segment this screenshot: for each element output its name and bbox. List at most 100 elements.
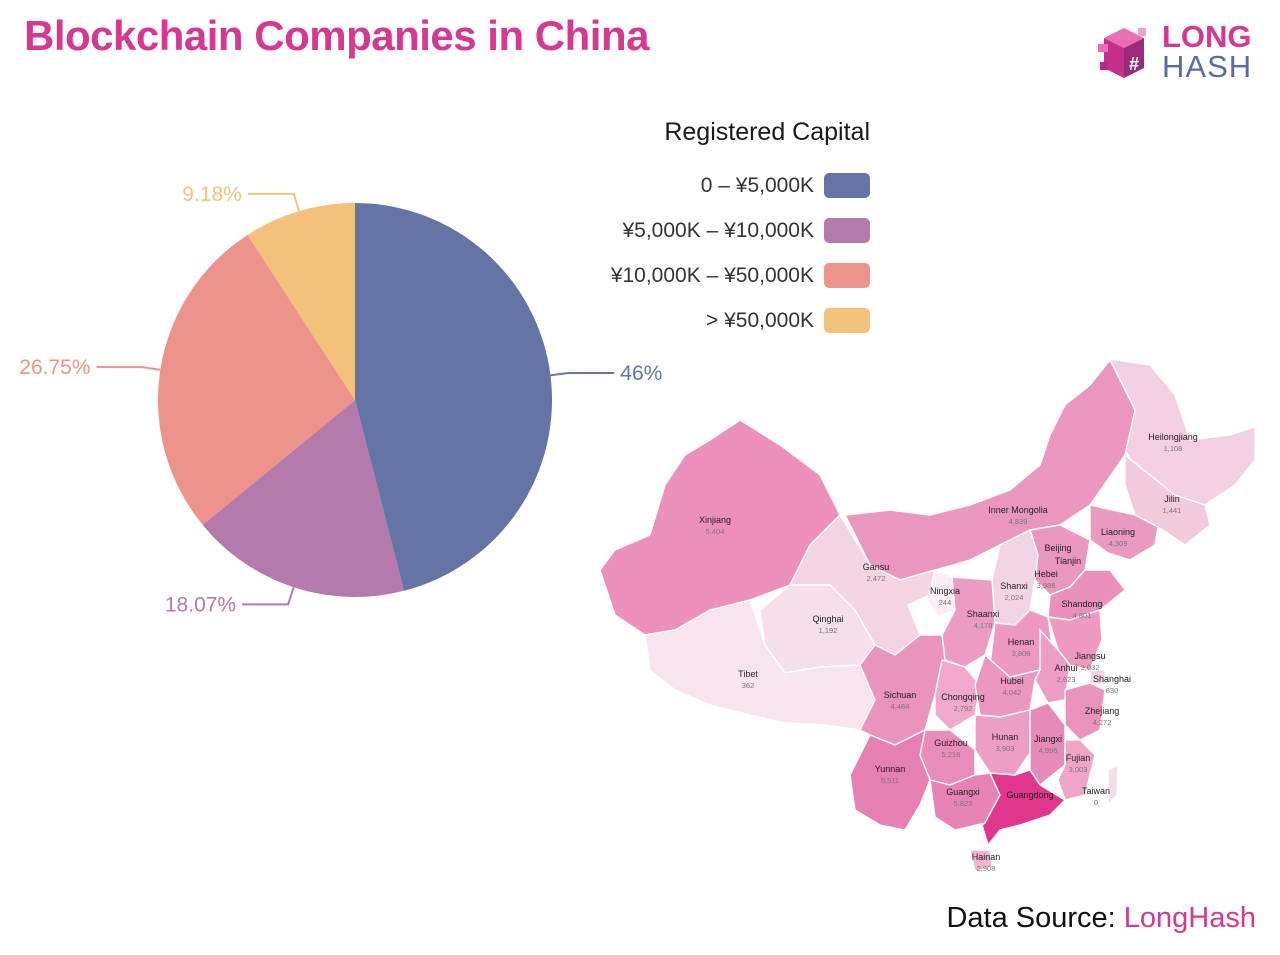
province-value: 4,042 xyxy=(1003,688,1022,697)
legend-label: ¥5,000K – ¥10,000K xyxy=(622,218,814,242)
region-yunnan xyxy=(849,728,931,831)
province-value: 4,996 xyxy=(1039,746,1058,755)
province-label: Hebei xyxy=(1034,569,1058,579)
map-labels: Heilongjiang 1,108 Jilin 1,441 Liaoning 4,309… xyxy=(699,432,1198,873)
pie-slice xyxy=(355,203,552,591)
cube-logo-icon: # xyxy=(1098,28,1146,78)
province-label: Shaanxi xyxy=(967,609,1000,619)
province-value: 3,808 xyxy=(1012,649,1031,658)
chart-title: Blockchain Companies in China xyxy=(24,12,649,59)
legend-label: ¥10,000K – ¥50,000K xyxy=(610,263,814,287)
map-regions xyxy=(599,358,1256,872)
province-label: Jilin xyxy=(1164,494,1180,504)
region-taiwan xyxy=(1107,763,1119,807)
province-value: 4,178 xyxy=(974,621,993,630)
province-value: 2,024 xyxy=(1005,593,1024,602)
legend-title: Registered Capital xyxy=(664,118,870,146)
province-value: 244 xyxy=(939,598,952,607)
legend-swatch xyxy=(824,173,870,198)
logo-line-2: HASH xyxy=(1162,49,1253,84)
province-value: 2,792 xyxy=(954,704,973,713)
province-label: Xinjiang xyxy=(699,515,731,525)
province-value: 1,108 xyxy=(1164,444,1183,453)
province-value: 1,192 xyxy=(819,626,838,635)
legend-label: 0 – ¥5,000K xyxy=(700,173,814,197)
pie-slice xyxy=(247,203,355,400)
province-label: Fujian xyxy=(1066,753,1091,763)
region-chongqing xyxy=(934,659,981,731)
region-jiangxi xyxy=(1029,702,1066,787)
province-value: 362 xyxy=(742,681,755,690)
legend-item: ¥10,000K – ¥50,000K xyxy=(611,253,870,298)
pie-data-label: 46% xyxy=(620,362,662,385)
province-label: Sichuan xyxy=(884,690,917,700)
province-label: Liaoning xyxy=(1101,527,1135,537)
province-label: Jiangxi xyxy=(1034,734,1062,744)
province-value: 2,472 xyxy=(867,574,886,583)
china-map: Heilongjiang 1,108 Jilin 1,441 Liaoning 4,309… xyxy=(599,358,1256,873)
province-label: Hubei xyxy=(1000,676,1024,686)
pie-data-label: 26.75% xyxy=(19,356,90,379)
pie-leader-line xyxy=(550,372,615,377)
pie-leader-line xyxy=(247,192,300,212)
province-label: Guizhou xyxy=(934,738,968,748)
province-value: 3,903 xyxy=(996,744,1015,753)
svg-text:#: # xyxy=(1129,54,1139,74)
region-hunan xyxy=(974,709,1033,776)
pie-slice xyxy=(202,400,404,597)
province-value: 4,839 xyxy=(1009,517,1028,526)
region-shanghai xyxy=(1089,669,1106,686)
province-label: Shandong xyxy=(1061,599,1102,609)
province-label: Inner Mongolia xyxy=(988,505,1048,515)
pie-slice xyxy=(158,234,355,525)
province-label: Guangxi xyxy=(946,787,980,797)
data-source: Data Source: LongHash xyxy=(946,902,1256,935)
region-jilin xyxy=(1124,453,1211,546)
province-label: Qinghai xyxy=(812,614,843,624)
province-label: Jiangsu xyxy=(1074,651,1105,661)
province-label: Yunnan xyxy=(875,764,906,774)
province-label: Anhui xyxy=(1054,663,1077,673)
province-label: Beijing xyxy=(1044,543,1071,553)
pie-leader-line xyxy=(96,366,161,371)
legend-item: ¥5,000K – ¥10,000K xyxy=(611,208,870,253)
province-label: Tianjin xyxy=(1055,556,1081,566)
province-value: 3,986 xyxy=(1037,581,1056,590)
legend-swatch xyxy=(824,263,870,288)
data-source-name: LongHash xyxy=(1123,902,1256,934)
pie-leader-line xyxy=(242,586,295,606)
chart-legend: Registered Capital 0 – ¥5,000K ¥5,000K – … xyxy=(611,118,870,343)
province-value: 5,216 xyxy=(942,750,961,759)
province-value: 3,003 xyxy=(1069,765,1088,774)
province-label: Tibet xyxy=(738,669,758,679)
province-value: 5,511 xyxy=(881,776,899,785)
province-value: 4,272 xyxy=(1093,718,1112,727)
province-value: 2,908 xyxy=(977,864,996,873)
province-value: 4,309 xyxy=(1109,539,1128,548)
province-value: 1,441 xyxy=(1163,506,1182,515)
pie-chart: 46% 18.07% 26.75% 9.18% xyxy=(19,183,662,616)
legend-item: > ¥50,000K xyxy=(611,298,870,343)
province-label: Henan xyxy=(1008,637,1035,647)
province-value: 3,032 xyxy=(1081,663,1100,672)
province-value: 4,801 xyxy=(1073,611,1092,620)
province-label: Zhejiang xyxy=(1085,706,1120,716)
province-value: 5,404 xyxy=(706,527,725,536)
region-guangdong xyxy=(981,769,1067,847)
province-label: Hunan xyxy=(992,732,1019,742)
province-label: Gansu xyxy=(863,562,890,572)
legend-swatch xyxy=(824,218,870,243)
province-value: 5,823 xyxy=(954,799,973,808)
pie-data-label: 9.18% xyxy=(182,183,242,206)
province-label: Ningxia xyxy=(930,586,960,596)
province-value: 4,484 xyxy=(891,702,910,711)
province-label: Guangdong xyxy=(1006,790,1053,800)
region-fujian xyxy=(1057,739,1096,801)
legend-item: 0 – ¥5,000K xyxy=(611,163,870,208)
province-value: 830 xyxy=(1106,686,1119,695)
region-liaoning xyxy=(1089,504,1159,561)
region-hainan xyxy=(969,849,993,872)
province-label: Heilongjiang xyxy=(1148,432,1198,442)
province-label: Shanxi xyxy=(1000,581,1028,591)
legend-label: > ¥50,000K xyxy=(705,308,814,332)
